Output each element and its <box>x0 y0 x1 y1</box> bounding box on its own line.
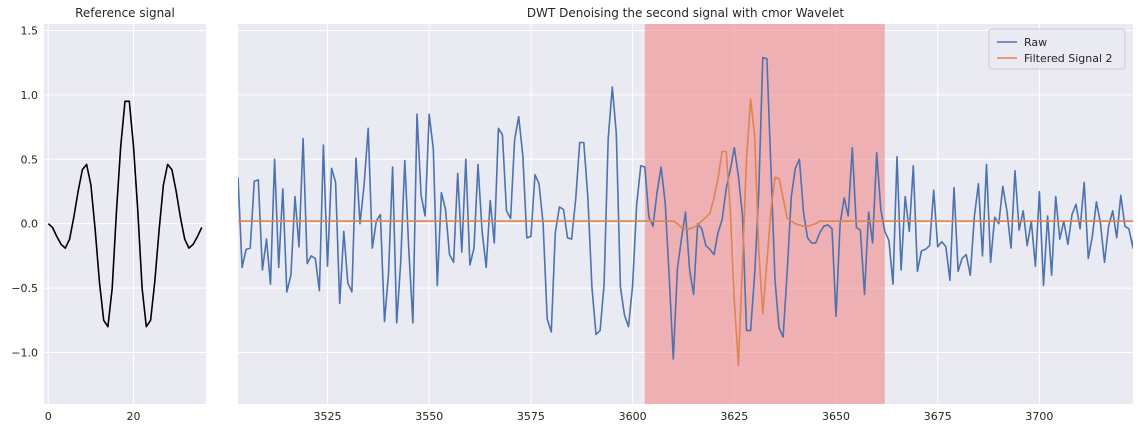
legend: Raw Filtered Signal 2 <box>988 28 1126 70</box>
denoising-x-tick-label: 3525 <box>314 410 342 423</box>
denoising-x-tick-label: 3650 <box>822 410 850 423</box>
reference-x-tick-label: 0 <box>45 410 52 423</box>
reference-y-tick-label: 1.5 <box>21 24 39 37</box>
legend-label-filtered: Filtered Signal 2 <box>1024 52 1113 65</box>
reference-x-tick-label: 20 <box>127 410 141 423</box>
raw-signal-line <box>238 56 1133 360</box>
legend-label-raw: Raw <box>1024 36 1047 49</box>
denoising-x-tick-label: 3575 <box>517 410 545 423</box>
reference-series <box>47 100 203 328</box>
reference-y-tick-label: −1.0 <box>11 346 38 359</box>
denoising-x-tick-label: 3675 <box>924 410 952 423</box>
reference-signal-panel: 0 20 −1.0 −0.5 0.0 0.5 1.0 1.5 Reference signal <box>11 6 206 423</box>
filtered-signal-line <box>238 97 1133 367</box>
reference-y-tick-label: 0.5 <box>21 153 39 166</box>
denoising-x-tick-label: 3700 <box>1025 410 1053 423</box>
denoising-title: DWT Denoising the second signal with cmo… <box>527 6 845 20</box>
reference-plot-area <box>44 24 206 404</box>
reference-signal-title: Reference signal <box>75 6 175 20</box>
denoising-tick-labels: 3525 3550 3575 3600 3625 3650 3675 3700 <box>314 410 1054 423</box>
denoising-panel: 3525 3550 3575 3600 3625 3650 3675 3700 DWT Den… <box>238 6 1133 423</box>
denoising-series <box>238 56 1133 367</box>
denoising-x-tick-label: 3625 <box>720 410 748 423</box>
reference-grid <box>44 24 206 404</box>
legend-box <box>988 28 1126 70</box>
reference-y-tick-label: −0.5 <box>11 282 38 295</box>
reference-y-tick-label: 1.0 <box>21 89 39 102</box>
reference-y-tick-label: 0.0 <box>21 218 39 231</box>
denoising-x-tick-label: 3550 <box>415 410 443 423</box>
reference-tick-labels: 0 20 −1.0 −0.5 0.0 0.5 1.0 1.5 <box>11 24 140 423</box>
denoising-x-tick-label: 3600 <box>619 410 647 423</box>
reference-signal-line <box>47 100 203 328</box>
